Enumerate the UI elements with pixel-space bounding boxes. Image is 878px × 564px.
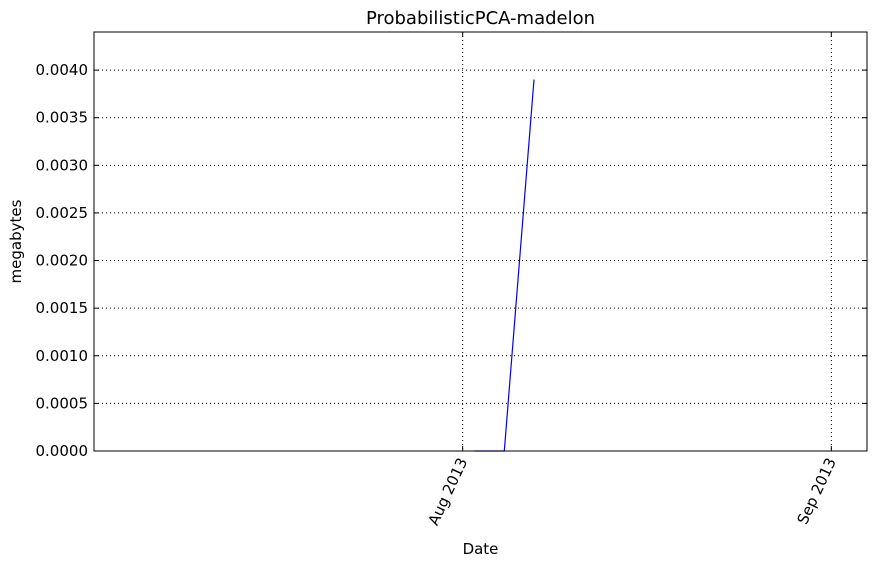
x-tick-label: Sep 2013 bbox=[794, 455, 840, 527]
y-tick-label: 0.0025 bbox=[36, 204, 89, 222]
grid-layer bbox=[94, 32, 867, 451]
x-tick-label: Aug 2013 bbox=[424, 455, 471, 528]
y-tick-label: 0.0035 bbox=[36, 109, 89, 127]
y-tick-label: 0.0010 bbox=[36, 347, 89, 365]
series-layer bbox=[474, 79, 535, 452]
x-axis-label: Date bbox=[463, 540, 499, 558]
y-tick-label: 0.0020 bbox=[36, 252, 89, 270]
series-line bbox=[474, 79, 535, 452]
y-tick-label: 0.0040 bbox=[36, 61, 89, 79]
y-tick-label: 0.0030 bbox=[36, 156, 89, 174]
y-axis-label: megabytes bbox=[7, 199, 25, 283]
y-tick-label: 0.0015 bbox=[36, 299, 89, 317]
y-tick-label: 0.0005 bbox=[36, 394, 89, 412]
chart-title: ProbabilisticPCA-madelon bbox=[366, 8, 595, 29]
ticks-layer: 0.0000 0.0005 0.0010 0.0015 0.0020 0.0025 0.00… bbox=[36, 32, 867, 528]
plot-frame bbox=[93, 31, 868, 452]
y-tick-label: 0.0000 bbox=[36, 442, 89, 460]
